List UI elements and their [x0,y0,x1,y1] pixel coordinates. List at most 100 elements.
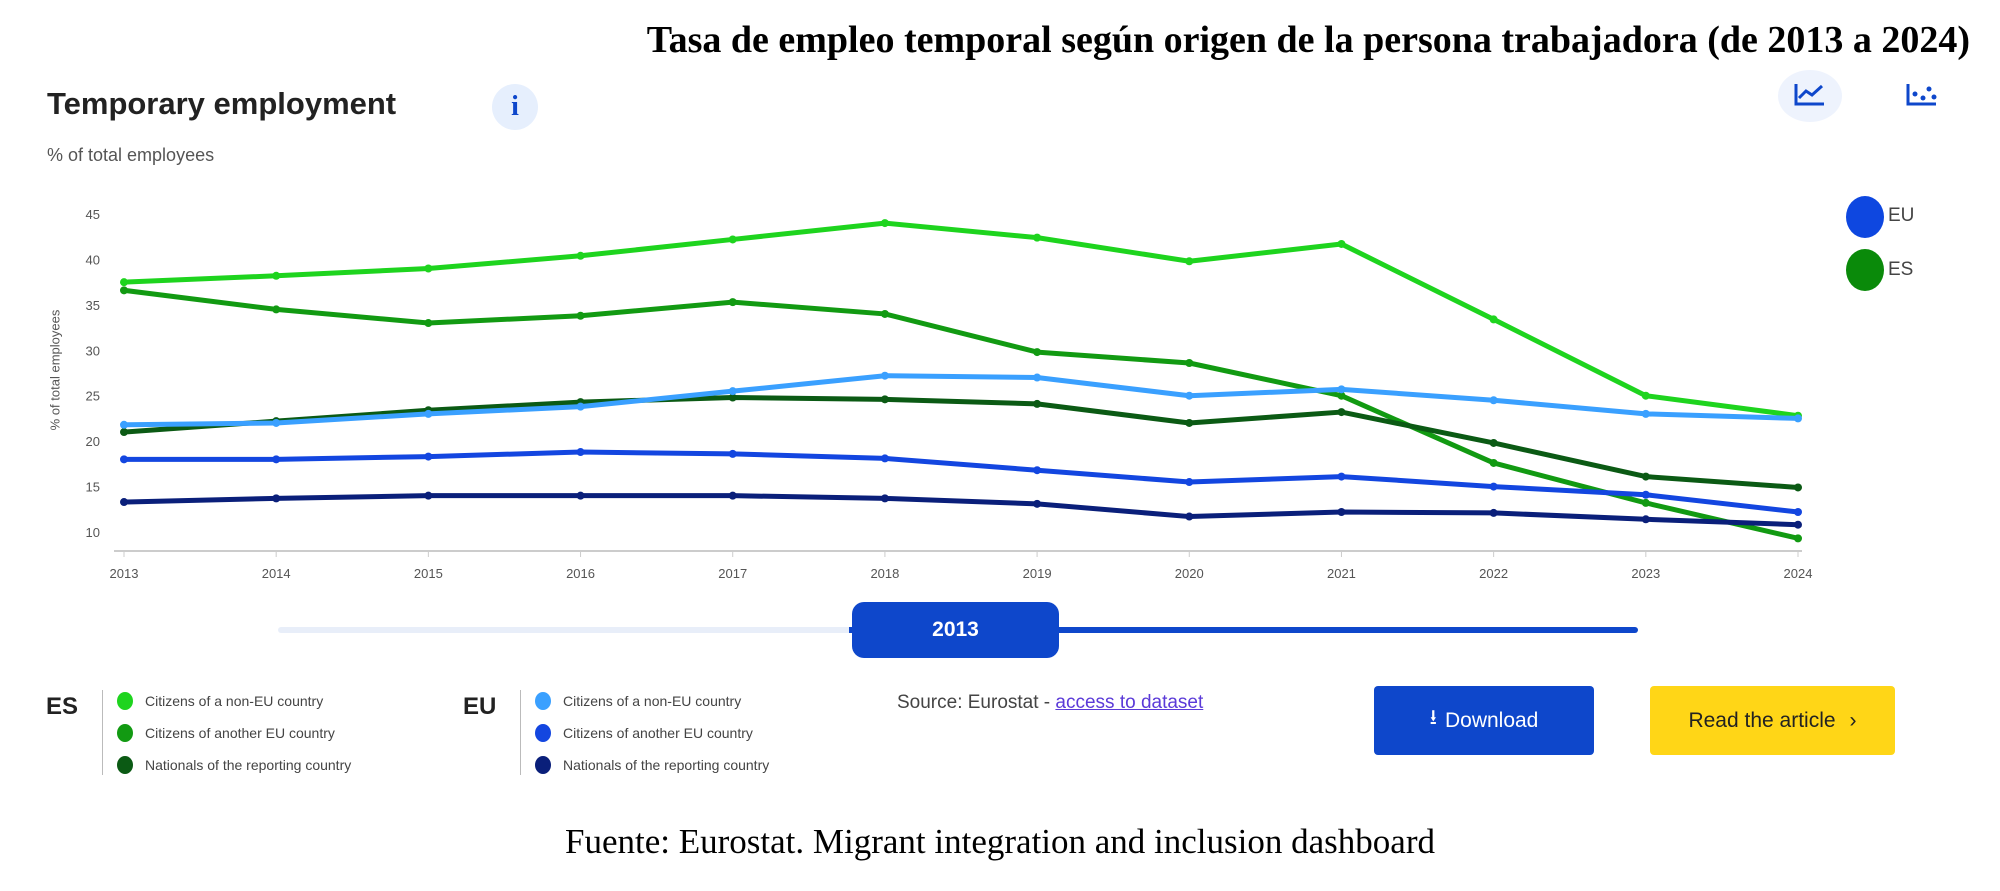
data-point[interactable] [272,271,281,280]
data-point[interactable] [1489,438,1498,447]
data-point[interactable] [728,491,737,500]
data-point[interactable] [1185,359,1194,368]
data-point[interactable] [576,448,585,457]
series-es-1[interactable] [120,286,1802,543]
data-point[interactable] [1489,458,1498,467]
x-tick-label: 2024 [1784,566,1813,581]
data-point[interactable] [1337,472,1346,481]
series-eu-3[interactable] [120,371,1802,429]
data-point[interactable] [424,264,433,273]
data-point[interactable] [1641,409,1650,418]
data-point[interactable] [272,455,281,464]
data-point[interactable] [1033,466,1042,475]
data-point[interactable] [272,494,281,503]
legend-top-es[interactable]: ES [1888,259,1913,281]
data-point[interactable] [1641,391,1650,400]
data-point[interactable] [1794,508,1802,517]
info-icon[interactable]: i [492,84,538,130]
legend-item[interactable]: Nationals of the reporting country [117,756,351,774]
data-point[interactable] [1185,478,1194,487]
legend-item[interactable]: Citizens of another EU country [535,724,753,742]
data-point[interactable] [1337,408,1346,417]
series-line[interactable] [124,449,1799,515]
legend-dot-es[interactable] [1846,249,1884,291]
data-point[interactable] [120,455,128,464]
series-eu-5[interactable] [120,491,1802,529]
data-point[interactable] [576,311,585,320]
data-point[interactable] [1794,483,1802,492]
data-point[interactable] [880,219,889,228]
data-point[interactable] [1033,399,1042,408]
data-point[interactable] [424,319,433,328]
read-article-button[interactable]: Read the article › [1650,686,1895,755]
data-point[interactable] [1489,315,1498,324]
data-point[interactable] [424,452,433,461]
data-point[interactable] [1337,508,1346,517]
legend-item[interactable]: Citizens of a non-EU country [117,692,323,710]
data-point[interactable] [424,409,433,418]
data-point[interactable] [424,491,433,500]
series-line[interactable] [123,287,1799,541]
download-button[interactable]: ⭳ Download [1374,686,1594,755]
data-point[interactable] [120,286,128,295]
legend-top-eu[interactable]: EU [1888,205,1914,227]
data-point[interactable] [1641,498,1650,507]
data-point[interactable] [1794,414,1802,423]
data-point[interactable] [120,278,128,287]
data-point[interactable] [272,305,281,314]
series-eu-4[interactable] [120,448,1802,517]
data-point[interactable] [1033,499,1042,508]
series-line[interactable] [123,395,1799,490]
dataset-link[interactable]: access to dataset [1055,692,1204,713]
data-point[interactable] [728,387,737,396]
x-tick-label: 2018 [870,566,899,581]
data-point[interactable] [728,298,737,307]
data-point[interactable] [576,402,585,411]
series-line[interactable] [123,373,1799,428]
data-point[interactable] [728,393,737,402]
data-point[interactable] [1185,512,1194,521]
data-point[interactable] [728,235,737,244]
line-chart-icon[interactable] [1778,70,1842,122]
data-point[interactable] [1641,515,1650,524]
data-point[interactable] [120,420,128,429]
y-tick-label: 10 [86,525,100,540]
data-point[interactable] [1489,508,1498,517]
data-point[interactable] [880,309,889,318]
series-line[interactable] [123,493,1799,528]
data-point[interactable] [728,449,737,458]
scatter-chart-icon[interactable] [1890,70,1954,122]
year-slider-thumb[interactable]: 2013 [852,602,1059,658]
data-point[interactable] [880,395,889,404]
data-point[interactable] [1794,520,1802,529]
data-point[interactable] [1489,482,1498,491]
data-point[interactable] [1185,391,1194,400]
data-point[interactable] [1185,257,1194,266]
legend-dot-eu[interactable] [1846,196,1884,238]
data-point[interactable] [880,454,889,463]
data-point[interactable] [1033,233,1042,242]
source-prefix: Source: Eurostat - [897,692,1056,713]
data-point[interactable] [880,494,889,503]
data-point[interactable] [1489,396,1498,405]
data-point[interactable] [120,498,128,507]
data-point[interactable] [1033,348,1042,357]
data-point[interactable] [576,491,585,500]
data-point[interactable] [1033,373,1042,382]
data-point[interactable] [272,418,281,427]
data-point[interactable] [576,251,585,260]
data-point[interactable] [880,371,889,380]
data-point[interactable] [1337,239,1346,248]
data-point[interactable] [1337,385,1346,394]
data-point[interactable] [1794,534,1802,543]
data-point[interactable] [1337,391,1346,400]
legend-item[interactable]: Citizens of a non-EU country [535,692,741,710]
data-point[interactable] [1185,418,1194,427]
legend-item[interactable]: Nationals of the reporting country [535,756,769,774]
data-point[interactable] [1641,472,1650,481]
series-es-0[interactable] [120,219,1802,420]
data-point[interactable] [120,428,128,437]
legend-item[interactable]: Citizens of another EU country [117,724,335,742]
data-point[interactable] [1641,490,1650,499]
series-line[interactable] [123,220,1799,419]
